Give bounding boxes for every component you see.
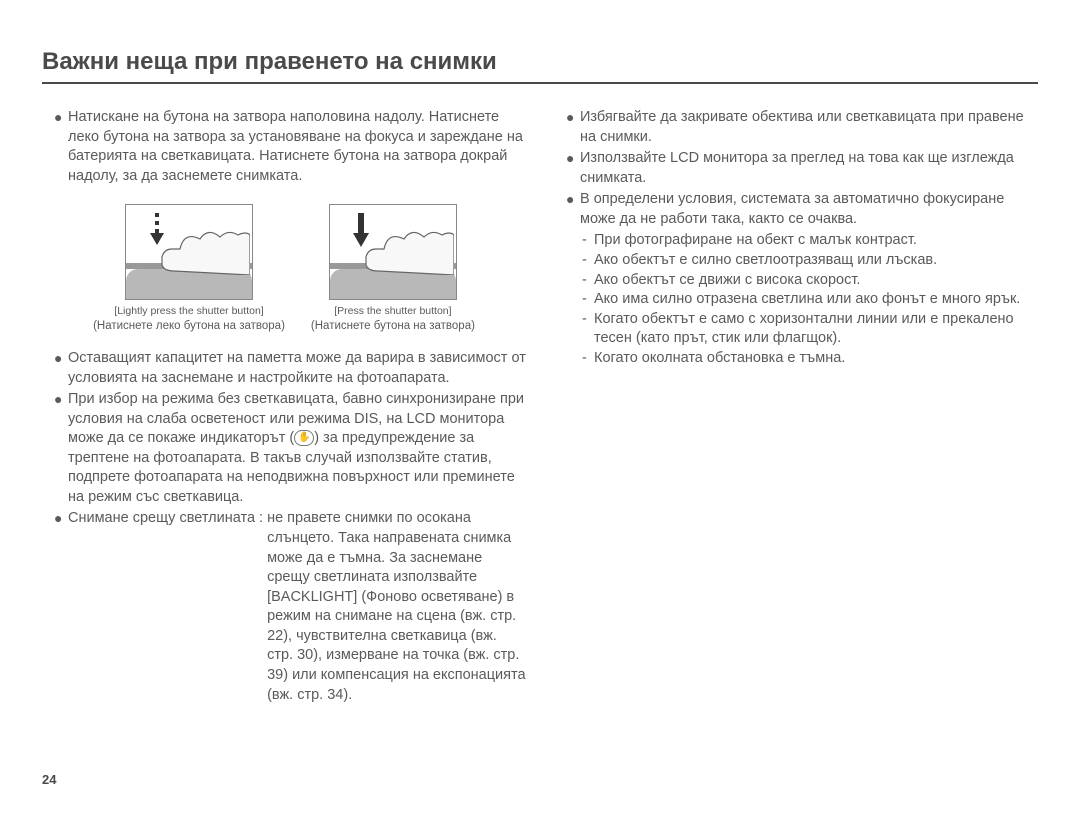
figure-1-caption-en: [Lightly press the shutter button] xyxy=(114,304,263,318)
figure-2-image xyxy=(329,204,457,300)
figure-1: [Lightly press the shutter button] (Нати… xyxy=(93,204,285,335)
bullet-text: Избягвайте да закривате обектива или све… xyxy=(580,108,1038,147)
dash-text: Ако има силно отразена светлина или ако … xyxy=(594,290,1020,310)
bullet-2: ● Оставащият капацитет на паметта може д… xyxy=(42,349,526,388)
figure-2-caption-en: [Press the shutter button] xyxy=(334,304,451,318)
dash-3: - Ако обектът се движи с висока скорост. xyxy=(554,271,1038,291)
dash-mark: - xyxy=(582,231,594,251)
dash-text: При фотографиране на обект с малък контр… xyxy=(594,231,917,251)
figure-2-caption-bg: (Натиснете бутона на затвора) xyxy=(311,319,475,335)
figure-2: [Press the shutter button] (Натиснете бу… xyxy=(311,204,475,335)
bullet-dot: ● xyxy=(566,149,580,188)
arrow-dashed-icon xyxy=(148,211,166,249)
dash-mark: - xyxy=(582,271,594,291)
bullet-text: Натискане на бутона на затвора наполовин… xyxy=(68,108,526,186)
bullet-dot: ● xyxy=(566,190,580,229)
dash-mark: - xyxy=(582,290,594,310)
bullet-text: Снимане срещу светлината : не правете сн… xyxy=(68,509,526,705)
bullet-dot: ● xyxy=(54,390,68,507)
right-column: ● Избягвайте да закривате обектива или с… xyxy=(554,108,1038,707)
left-column: ● Натискане на бутона на затвора наполов… xyxy=(42,108,526,707)
bullet-r2: ● Използвайте LCD монитора за преглед на… xyxy=(554,149,1038,188)
content-columns: ● Натискане на бутона на затвора наполов… xyxy=(42,108,1038,707)
bullet-1: ● Натискане на бутона на затвора наполов… xyxy=(42,108,526,186)
figure-1-caption-bg: (Натиснете леко бутона на затвора) xyxy=(93,319,285,335)
backlight-text: не правете снимки по осокана слънцето. Т… xyxy=(267,509,526,705)
dash-mark: - xyxy=(582,349,594,369)
arrow-solid-icon xyxy=(352,211,370,249)
bullet-text: Използвайте LCD монитора за преглед на т… xyxy=(580,149,1038,188)
bullet-dot: ● xyxy=(54,108,68,186)
bullet-4: ● Снимане срещу светлината : не правете … xyxy=(42,509,526,705)
dash-5: - Когато обектът е само с хоризонтални л… xyxy=(554,310,1038,349)
shake-warning-icon: ✋ xyxy=(294,430,314,446)
bullet-text: Оставащият капацитет на паметта може да … xyxy=(68,349,526,388)
bullet-3: ● При избор на режима без светкавицата, … xyxy=(42,390,526,507)
figures-row: [Lightly press the shutter button] (Нати… xyxy=(42,204,526,335)
bullet-dot: ● xyxy=(54,509,68,705)
dash-mark: - xyxy=(582,310,594,349)
dash-text: Когато околната обстановка е тъмна. xyxy=(594,349,845,369)
dash-4: - Ако има силно отразена светлина или ак… xyxy=(554,290,1038,310)
bullet-r3: ● В определени условия, системата за авт… xyxy=(554,190,1038,229)
dash-text: Когато обектът е само с хоризонтални лин… xyxy=(594,310,1038,349)
dash-2: - Ако обектът е силно светлоотразяващ ил… xyxy=(554,251,1038,271)
page-number: 24 xyxy=(42,772,56,787)
bullet-dot: ● xyxy=(566,108,580,147)
bullet-text: При избор на режима без светкавицата, ба… xyxy=(68,390,526,507)
bullet-dot: ● xyxy=(54,349,68,388)
dash-mark: - xyxy=(582,251,594,271)
dash-1: - При фотографиране на обект с малък кон… xyxy=(554,231,1038,251)
figure-1-image xyxy=(125,204,253,300)
page-title: Важни неща при правенето на снимки xyxy=(42,48,1038,84)
dash-text: Ако обектът се движи с висока скорост. xyxy=(594,271,860,291)
bullet-r1: ● Избягвайте да закривате обектива или с… xyxy=(554,108,1038,147)
dash-6: - Когато околната обстановка е тъмна. xyxy=(554,349,1038,369)
backlight-label: Снимане срещу светлината : xyxy=(68,509,267,705)
dash-text: Ако обектът е силно светлоотразяващ или … xyxy=(594,251,937,271)
bullet-text: В определени условия, системата за автом… xyxy=(580,190,1038,229)
